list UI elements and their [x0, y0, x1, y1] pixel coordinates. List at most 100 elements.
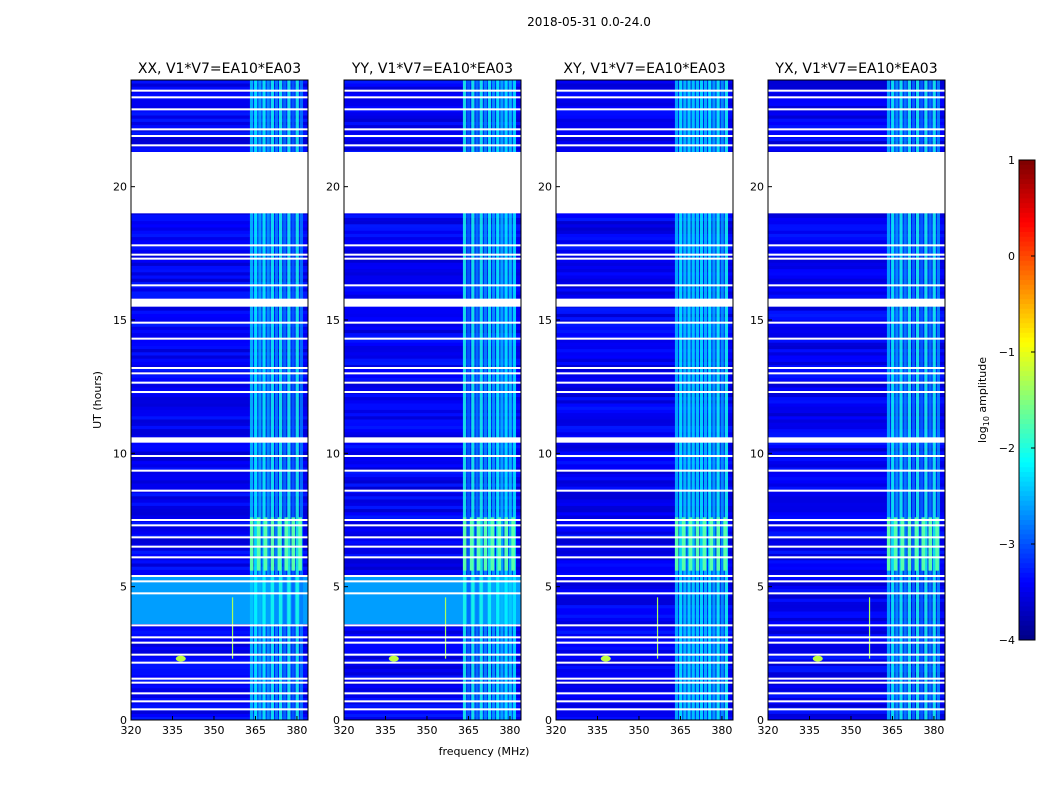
heatmap-row	[344, 630, 521, 634]
flagged-line	[768, 624, 945, 627]
heatmap-row	[344, 531, 521, 535]
rfi-channel	[299, 80, 304, 720]
heatmap-row	[556, 656, 733, 660]
heatmap-row	[344, 569, 521, 574]
heatmap-row	[556, 368, 733, 372]
heatmap-row	[556, 124, 733, 129]
heatmap-row	[556, 329, 733, 334]
y-tick-label: 0	[333, 714, 340, 727]
flagged-line	[768, 284, 945, 287]
heatmap-row	[131, 118, 308, 122]
flagged-line	[556, 524, 733, 527]
heatmap-row	[556, 236, 733, 241]
colorbar-segment	[1019, 246, 1035, 252]
heatmap-row	[768, 486, 945, 490]
heatmap-row	[768, 316, 945, 321]
heatmap-row	[768, 524, 945, 529]
heatmap-row	[768, 384, 945, 388]
colorbar-segment	[1019, 544, 1035, 550]
colorbar-segment	[1019, 275, 1035, 281]
rfi-channel	[903, 80, 907, 720]
flagged-line	[768, 575, 945, 577]
panel-xx: XX, V1*V7=EA10*EA03 320 335 350 365 380 0 5 10 15…	[113, 61, 309, 737]
heatmap-row	[768, 668, 945, 673]
rfi-blob	[388, 655, 399, 662]
rfi-channel	[891, 80, 895, 720]
heatmap-row	[556, 422, 733, 426]
heatmap-row	[556, 121, 733, 126]
heatmap-row	[768, 227, 945, 231]
rfi-channel	[712, 80, 716, 720]
heatmap-row	[131, 496, 308, 500]
heatmap-row	[556, 604, 733, 609]
heatmap-row	[344, 537, 521, 542]
y-axis-label: UT (hours)	[91, 371, 104, 429]
heatmap-row	[344, 553, 521, 558]
heatmap-row	[556, 355, 733, 359]
heatmap-row	[131, 636, 308, 641]
heatmap-row	[344, 377, 521, 382]
heatmap-row	[768, 140, 945, 145]
flagged-line	[556, 257, 733, 260]
heatmap-row	[131, 713, 308, 718]
heatmap-row	[344, 396, 521, 401]
heatmap-row	[768, 553, 945, 558]
heatmap-row	[344, 409, 521, 414]
heatmap-row	[131, 102, 308, 106]
flagged-line	[131, 257, 308, 260]
flagged-line	[768, 253, 945, 256]
heatmap-row	[556, 633, 733, 638]
heatmap-row	[131, 92, 308, 97]
heatmap-row	[768, 483, 945, 487]
heatmap-row	[131, 665, 308, 670]
heatmap-row	[768, 236, 945, 241]
colorbar-segment	[1019, 380, 1035, 387]
heatmap-row	[344, 556, 521, 561]
heatmap-row	[131, 265, 308, 270]
heatmap-row	[556, 316, 733, 321]
rfi-channel	[703, 80, 708, 720]
heatmap-row	[556, 115, 733, 119]
flagged-line	[768, 144, 945, 147]
rfi-channel	[936, 80, 941, 720]
heatmap-row	[131, 630, 308, 634]
colorbar-segment	[1019, 539, 1035, 545]
heatmap-row	[131, 108, 308, 113]
flagged-range	[768, 298, 945, 307]
flagged-line	[344, 96, 521, 99]
flagged-line	[131, 681, 308, 684]
rfi-burst	[886, 517, 891, 571]
heatmap-row	[768, 633, 945, 638]
flagged-line	[344, 545, 521, 548]
heatmap-row	[768, 560, 945, 564]
heatmap-row	[344, 240, 521, 244]
flagged-line	[768, 89, 945, 92]
rfi-channel	[674, 80, 679, 720]
heatmap-row	[768, 265, 945, 270]
heatmap-row	[556, 412, 733, 417]
colorbar-segment	[1019, 352, 1035, 358]
heatmap-row	[768, 572, 945, 577]
heatmap-row	[344, 716, 521, 721]
heatmap-row	[556, 486, 733, 490]
heatmap-row	[768, 348, 945, 353]
colorbar-segment	[1019, 270, 1035, 276]
rfi-channel	[496, 80, 500, 720]
flagged-line	[556, 556, 733, 559]
axes-frame	[130, 79, 309, 721]
colorbar-segment	[1019, 294, 1035, 300]
flagged-range	[768, 437, 945, 443]
heatmap-row	[344, 332, 521, 337]
x-tick-label: 350	[203, 724, 224, 737]
colorbar-segment	[1019, 203, 1035, 209]
colorbar-segment	[1019, 308, 1035, 315]
flagged-line	[131, 624, 308, 627]
colorbar-segment	[1019, 596, 1035, 603]
heatmap-row	[556, 636, 733, 641]
flagged-range	[556, 152, 733, 214]
heatmap-row	[556, 240, 733, 244]
y-tick-label: 5	[333, 581, 340, 594]
flagged-line	[131, 489, 308, 492]
heatmap-row	[344, 364, 521, 369]
heatmap-row	[344, 480, 521, 484]
